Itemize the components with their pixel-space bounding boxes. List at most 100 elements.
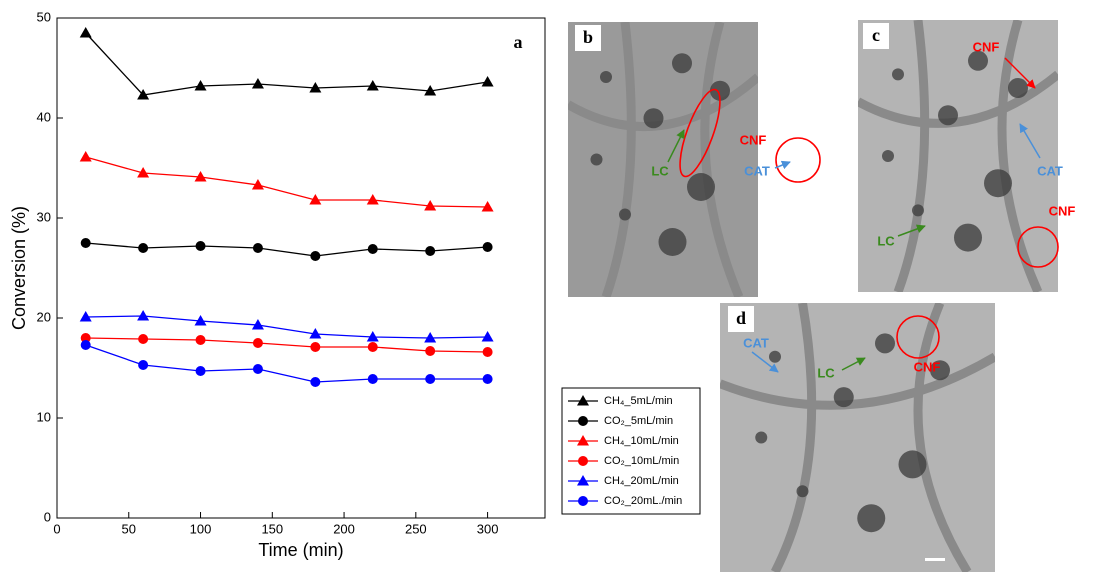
data-marker [79, 151, 92, 162]
x-tick-label: 150 [261, 521, 283, 536]
data-marker [577, 475, 589, 486]
x-tick-label: 50 [122, 521, 136, 536]
data-marker [424, 85, 437, 96]
data-marker [481, 76, 494, 87]
micrograph [720, 303, 995, 572]
x-tick-label: 100 [190, 521, 212, 536]
data-marker [80, 238, 91, 248]
panel-tag-bg [863, 23, 889, 49]
data-marker [367, 342, 378, 352]
particle [769, 350, 781, 363]
data-marker [251, 319, 264, 330]
micrograph [858, 20, 1058, 292]
data-marker [366, 331, 379, 342]
data-marker [424, 332, 437, 343]
data-marker [577, 395, 589, 406]
y-tick-label: 10 [37, 409, 51, 424]
data-marker [79, 27, 92, 38]
particle [796, 485, 809, 498]
particle [875, 333, 895, 354]
data-marker [425, 246, 436, 256]
scale-bar [1073, 268, 1093, 271]
data-marker [482, 242, 493, 252]
scale-bar [925, 558, 945, 561]
data-marker [424, 200, 437, 211]
annotation-arrow [667, 129, 685, 163]
data-marker [309, 194, 322, 205]
data-marker [194, 315, 207, 326]
highlight-circle [1017, 226, 1059, 268]
particle [600, 71, 612, 83]
data-marker [195, 241, 206, 251]
particle [912, 204, 924, 217]
particle [755, 431, 768, 444]
annotation-arrow [751, 351, 779, 373]
data-marker [425, 374, 436, 384]
carbon-film [720, 303, 995, 572]
particle [968, 50, 988, 71]
y-tick-label: 40 [37, 109, 51, 124]
particle [930, 360, 950, 381]
data-marker [482, 347, 493, 357]
legend-label: CO₂_20mL./min [604, 495, 682, 507]
data-marker [578, 416, 588, 426]
panel-tag-bg [728, 306, 754, 332]
y-tick-label: 50 [37, 9, 51, 24]
series-line [85, 156, 488, 208]
legend-label: CO₂_5mL/min [604, 415, 673, 427]
data-marker [366, 80, 379, 91]
data-marker [252, 338, 263, 348]
legend-label: CO₂_10mL/min [604, 455, 679, 467]
data-marker [578, 496, 588, 506]
x-axis-label: Time (min) [258, 540, 343, 560]
y-axis-label: Conversion (%) [9, 206, 29, 330]
annotation: CNF [740, 132, 767, 147]
data-marker [251, 179, 264, 190]
data-marker [138, 243, 149, 253]
carbon-film [858, 20, 1058, 292]
panel-label: c [872, 25, 880, 45]
particle [892, 68, 904, 81]
data-marker [137, 310, 150, 321]
particle [857, 504, 886, 533]
panel-label: d [736, 308, 746, 328]
annotation-arrow [1019, 123, 1041, 159]
data-marker [194, 171, 207, 182]
annotation-arrow [841, 357, 866, 371]
particle [898, 450, 927, 479]
plot-frame [56, 17, 546, 519]
particle [954, 223, 982, 252]
legend-label: CH₄_5mL/min [604, 395, 673, 407]
data-marker [481, 201, 494, 212]
annotation-arrow [774, 160, 791, 170]
x-tick-label: 200 [333, 521, 355, 536]
data-marker [252, 243, 263, 253]
particle [619, 208, 631, 221]
series-line [85, 242, 488, 257]
data-marker [195, 366, 206, 376]
data-marker [310, 251, 321, 261]
legend-box [561, 387, 701, 515]
data-marker [252, 364, 263, 374]
annotation-arrow [1004, 57, 1036, 89]
particle [882, 150, 894, 162]
data-marker [251, 78, 264, 89]
annotation: CNF [914, 359, 941, 374]
particle [938, 105, 958, 126]
data-marker [367, 374, 378, 384]
annotation: CAT [743, 335, 769, 350]
data-marker [425, 346, 436, 356]
y-tick-label: 30 [37, 209, 51, 224]
data-marker [138, 360, 149, 370]
data-marker [309, 82, 322, 93]
highlight-circle [775, 137, 821, 183]
annotation: CAT [1037, 163, 1063, 178]
highlight-circle [896, 315, 940, 359]
series-line [85, 337, 488, 353]
panel-tag-bg [575, 25, 601, 51]
data-marker [80, 333, 91, 343]
data-marker [482, 374, 493, 384]
particle [643, 108, 664, 129]
annotation: CAT [744, 163, 770, 178]
